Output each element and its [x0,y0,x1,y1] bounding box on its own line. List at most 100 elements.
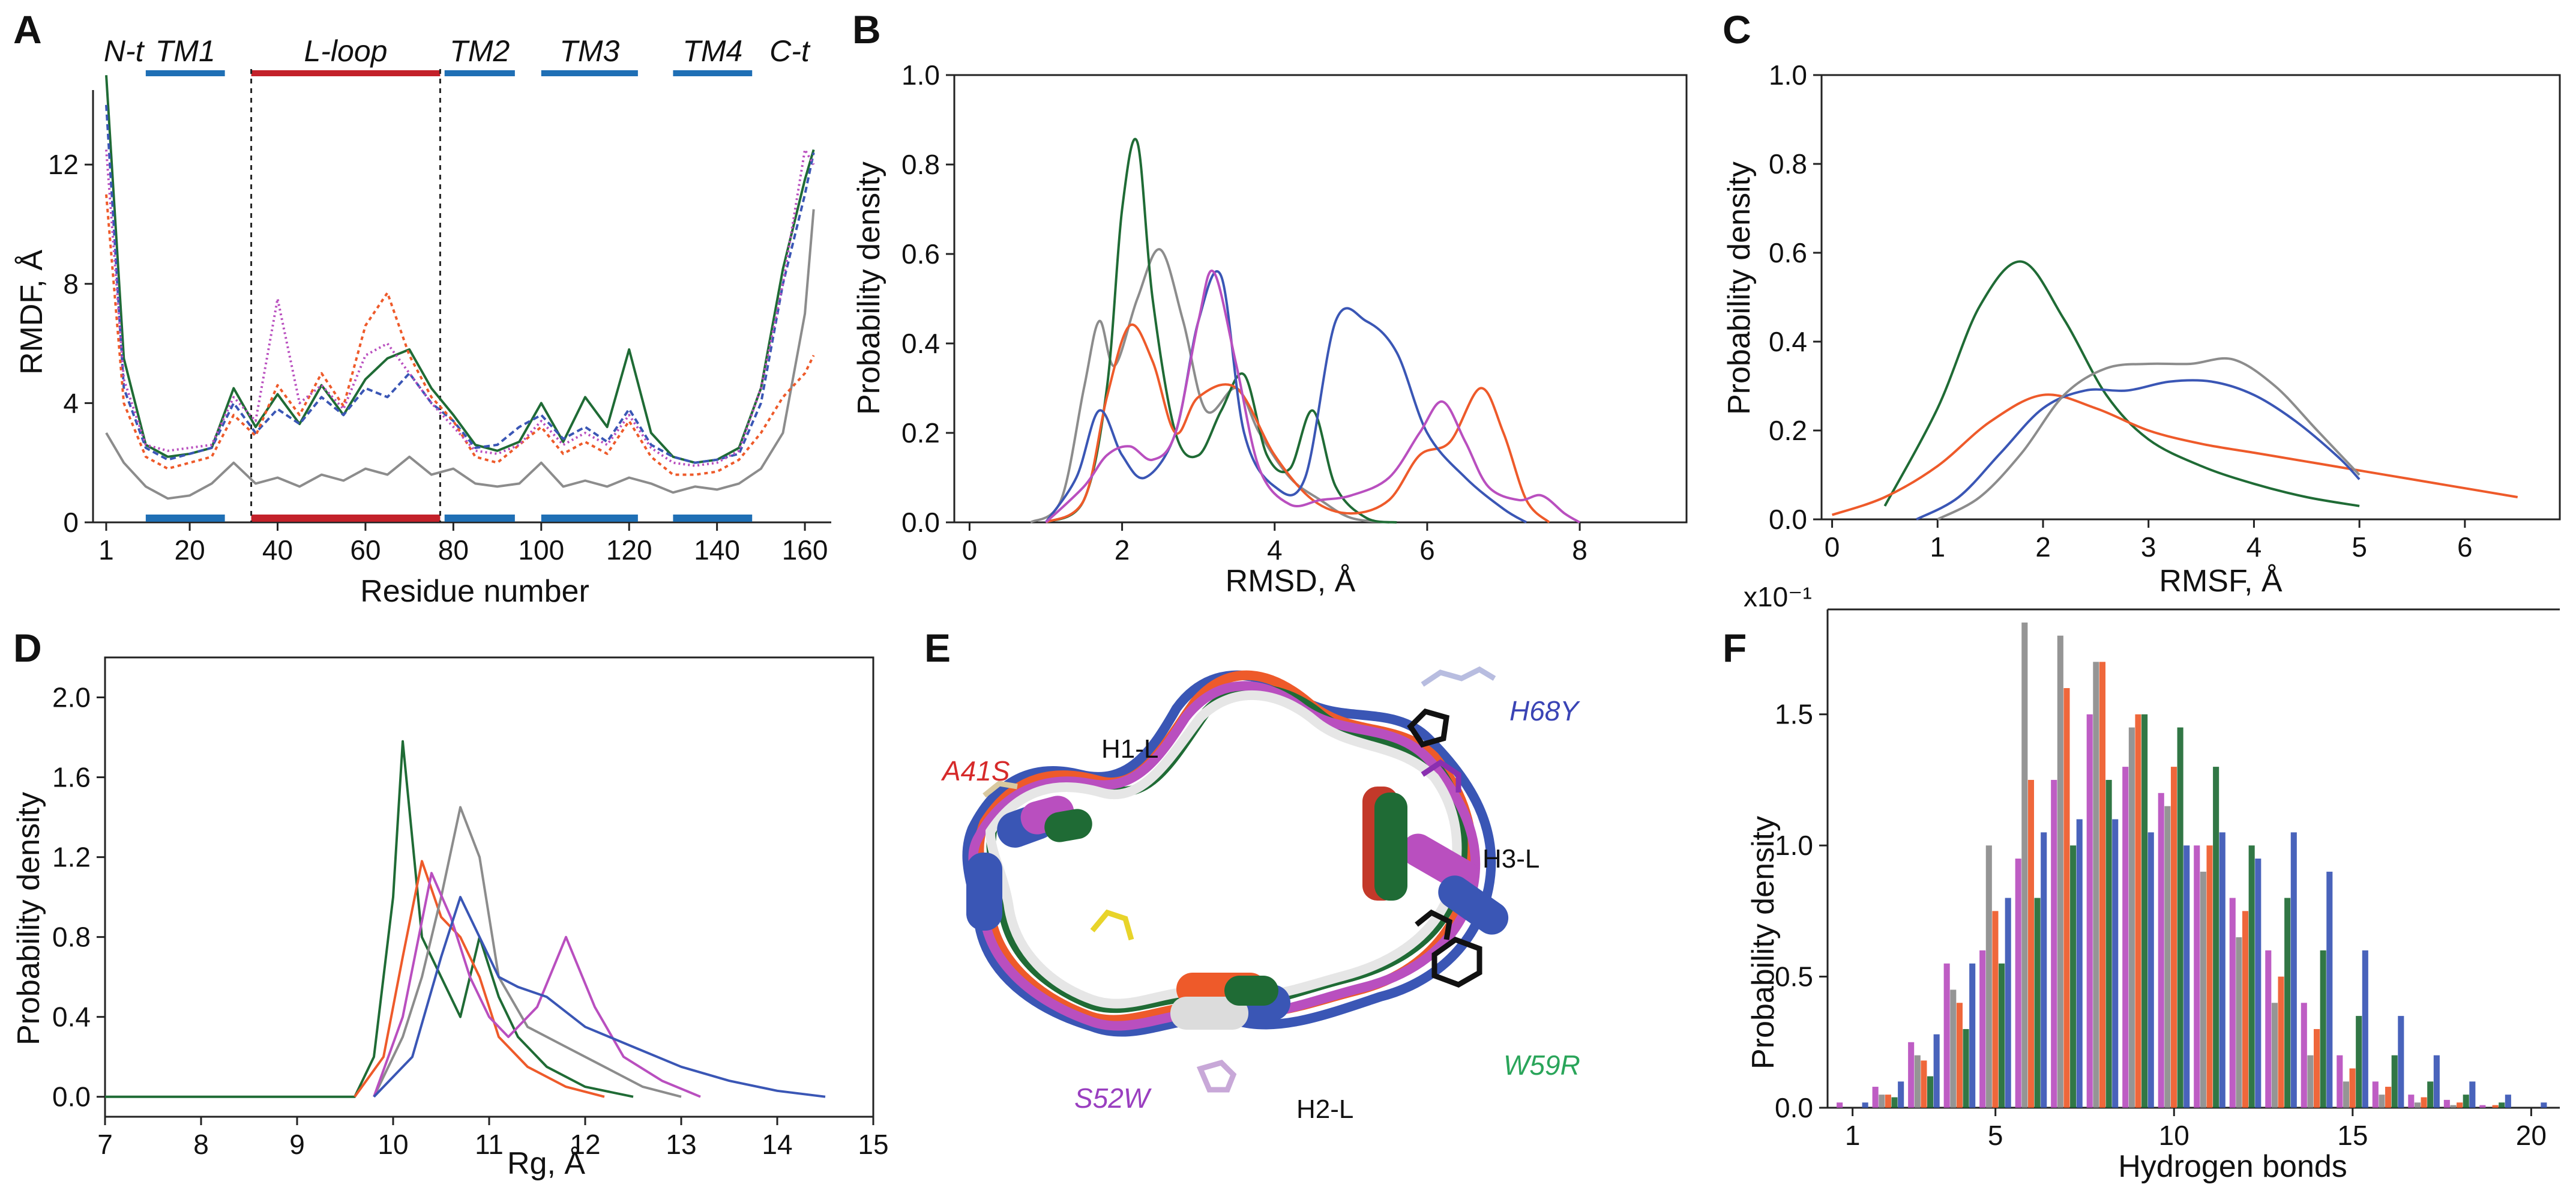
x-tick-label: 10 [378,1129,408,1160]
region-label: TM3 [559,34,619,68]
mutation-label-s52w: S52W [1074,1083,1152,1114]
panel-a-letter: A [13,7,42,52]
bar-blue [2290,832,2297,1108]
y-tick-label: 1.2 [52,842,91,873]
panel-c-chart: 0 1 2 3 4 5 6 0.0 0.2 0.4 0.6 0.8 1.0 [1769,59,2561,563]
bar-green [2070,845,2077,1108]
series-line-gray [1937,357,2361,521]
region-label: C-t [769,34,811,68]
x-tick-label: 0 [962,534,978,566]
bar-red [2170,767,2177,1108]
y-tick-label: 0.5 [1775,961,1813,992]
bar-gray [1950,989,1957,1108]
panel-d-xlabel: Rg, Å [507,1146,585,1181]
panel-b-letter: B [852,7,881,52]
helix-label-h1: H1-L [1101,734,1158,764]
mutation-label-a41s: A41S [940,755,1010,787]
bar-green [2391,1055,2398,1108]
x-tick-label: 100 [518,534,564,566]
helix-label-h2: H2-L [1296,1095,1353,1124]
bar-magenta [1837,1102,1843,1108]
helix-label-h3: H3-L [1482,844,1539,874]
bar-green [2105,779,2112,1108]
x-tick-label: 11 [475,1129,504,1160]
x-tick-label: 140 [694,534,740,566]
x-tick-label: 6 [2457,531,2473,563]
bar-gray [2414,1102,2421,1108]
bar-green [2213,767,2219,1108]
bar-red [1992,911,1999,1108]
series-line-red [1831,393,2518,516]
bar-magenta [2015,859,2021,1108]
x-tick-label: 7 [97,1129,113,1160]
series-line-magenta [373,872,701,1098]
bar-magenta [2194,845,2200,1108]
x-tick-label: 1 [98,534,114,566]
x-tick-label: 1 [1845,1120,1861,1151]
x-tick-label: 15 [858,1129,888,1160]
bar-red [2242,911,2249,1108]
bar-blue [2183,845,2190,1108]
bar-blue [2398,1016,2404,1108]
y-tick-label: 1.5 [1775,699,1813,730]
bar-blue [2469,1081,2476,1108]
region-bar-bottom [251,515,441,522]
x-tick-label: 8 [193,1129,209,1160]
bar-blue [2147,832,2154,1108]
sidechain-sticks [983,666,1496,1093]
y-tick-label: 0.0 [901,507,940,538]
y-tick-label: 0.0 [1775,1092,1813,1123]
x-tick-label: 40 [262,534,293,566]
bar-blue [2362,950,2368,1108]
bar-green [2320,950,2326,1108]
bar-red [1956,1003,1963,1108]
region-bar-bottom [541,515,638,522]
x-tick-label: 4 [2246,531,2262,563]
y-tick-label: 0.4 [901,328,940,359]
bar-gray [2057,635,2063,1108]
plot-frame [1820,74,2561,521]
bar-gray [2021,622,2028,1108]
region-label: TM4 [682,34,742,68]
bar-magenta [2479,1105,2486,1108]
series-line-blue [105,104,815,464]
panel-a-xlabel: Residue number [360,574,589,609]
panel-c-xlabel: RMSF, Å [2159,564,2282,599]
region-bar-top [541,70,638,76]
y-tick-label: 0.2 [1769,415,1807,446]
bar-blue [2433,1055,2440,1108]
bar-blue [2219,832,2225,1108]
bar-blue [1969,963,1976,1108]
plot-frame [953,74,1688,524]
bar-blue [2076,819,2083,1108]
bar-green [2248,845,2255,1108]
x-tick-label: 5 [2352,531,2367,563]
region-label: TM1 [155,34,215,68]
bar-red [2135,714,2141,1108]
bar-magenta [2372,1081,2379,1108]
y-tick-label: 0.2 [901,417,940,449]
x-tick-label: 4 [1267,534,1283,566]
y-tick-label: 1.0 [901,59,940,91]
y-tick-label: 0.4 [1769,326,1807,357]
bar-blue [1898,1081,1904,1108]
series-line-magenta [105,148,815,467]
x-tick-label: 12 [570,1129,600,1160]
bar-red [2063,688,2070,1108]
bar-magenta [2443,1099,2450,1108]
x-tick-label: 20 [2516,1120,2547,1151]
bar-green [2034,898,2041,1108]
x-tick-label: 10 [2159,1120,2189,1151]
bar-green [1891,1097,1898,1108]
bar-blue [1933,1034,1940,1108]
series-line-magenta [1045,269,1581,524]
panel-e-letter: E [924,626,951,670]
bar-magenta [1908,1042,1915,1108]
bar-gray [2164,806,2171,1108]
region-label: TM2 [450,34,510,68]
bar-blue [2255,859,2262,1108]
bar-green [1999,963,2005,1108]
panel-f-ylabel: Probability density [1746,816,1781,1069]
panel-b-chart: 0 2 4 6 8 0.0 0.2 0.4 0.6 0.8 1.0 [901,59,1688,566]
